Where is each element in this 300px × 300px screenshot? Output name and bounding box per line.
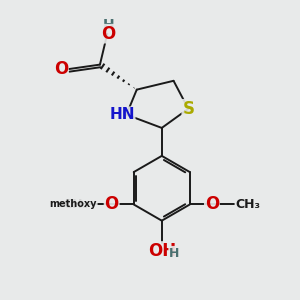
Text: HN: HN bbox=[109, 107, 135, 122]
Text: O: O bbox=[54, 60, 68, 78]
Text: O: O bbox=[101, 25, 115, 43]
Text: OH: OH bbox=[148, 242, 176, 260]
Text: methoxy: methoxy bbox=[50, 200, 97, 209]
Text: S: S bbox=[182, 100, 194, 118]
Text: H: H bbox=[103, 18, 115, 32]
Text: O: O bbox=[104, 196, 119, 214]
Text: CH₃: CH₃ bbox=[63, 198, 88, 211]
Text: O: O bbox=[205, 196, 219, 214]
Text: CH₃: CH₃ bbox=[236, 198, 260, 211]
Text: H: H bbox=[169, 247, 179, 260]
